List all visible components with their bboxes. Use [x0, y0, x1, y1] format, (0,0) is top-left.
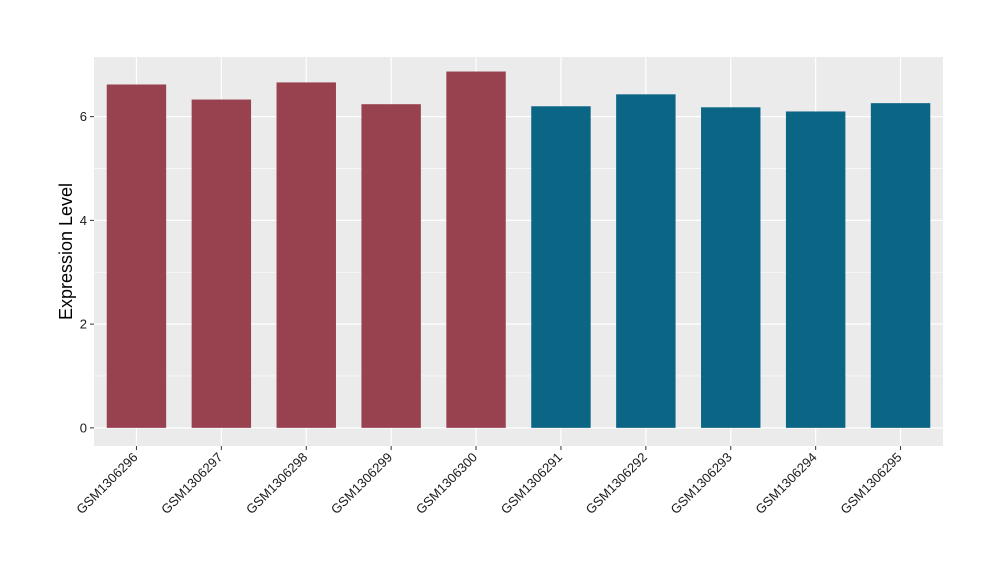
bar-GSM1306294	[785, 111, 846, 428]
y-tick-label: 2	[80, 317, 87, 332]
x-tick-label: GSM1306292	[583, 450, 650, 517]
x-tick-label: GSM1306298	[243, 450, 310, 517]
bar-GSM1306297	[191, 99, 252, 428]
bar-GSM1306296	[106, 84, 167, 428]
bar-GSM1306298	[276, 82, 336, 428]
bars	[106, 71, 931, 428]
bar-GSM1306293	[701, 107, 761, 428]
bar-GSM1306295	[870, 103, 931, 428]
x-tick-label: GSM1306300	[413, 450, 480, 517]
x-tick-label: GSM1306294	[752, 450, 819, 517]
bar-GSM1306291	[531, 106, 591, 428]
bar-GSM1306300	[446, 71, 506, 428]
x-tick-label: GSM1306297	[158, 450, 225, 517]
y-tick-label: 0	[80, 420, 87, 435]
bar-GSM1306292	[616, 94, 676, 428]
x-tick-label: GSM1306299	[328, 450, 395, 517]
x-tick-label: GSM1306295	[837, 450, 904, 517]
x-tick-label: GSM1306293	[668, 450, 735, 517]
y-tick-label: 6	[80, 109, 87, 124]
y-axis-title: Expression Level	[56, 183, 76, 320]
bar-GSM1306299	[361, 104, 421, 428]
y-tick-label: 4	[80, 213, 87, 228]
x-tick-label: GSM1306296	[73, 450, 140, 517]
x-tick-label: GSM1306291	[498, 450, 565, 517]
